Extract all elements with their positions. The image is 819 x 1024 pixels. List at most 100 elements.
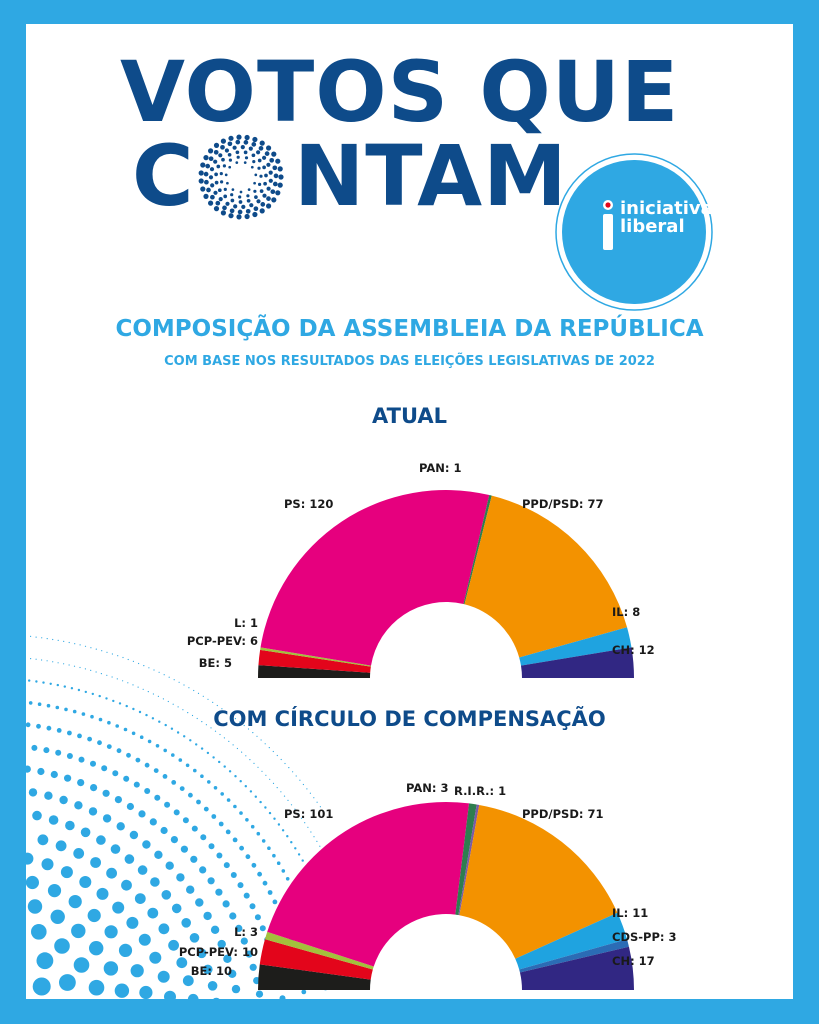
decor-dot	[277, 823, 281, 826]
decor-dot	[158, 720, 161, 723]
o-dot	[219, 172, 223, 176]
decor-dot	[55, 749, 62, 756]
decor-dot	[106, 867, 117, 879]
slice-label: IL: 11	[612, 906, 648, 920]
decor-dot	[96, 835, 106, 845]
o-dot	[268, 178, 273, 183]
decor-dot	[73, 848, 85, 859]
decor-dot	[205, 724, 207, 726]
decor-dot	[77, 688, 81, 692]
decor-dot	[172, 703, 174, 705]
o-dot	[228, 158, 232, 162]
decor-dot	[170, 727, 174, 730]
decor-dot	[35, 636, 37, 638]
decor-dot	[253, 762, 255, 765]
slice-il	[519, 627, 632, 666]
decor-dot	[162, 698, 164, 700]
decor-dot	[256, 735, 258, 737]
decor-dot	[122, 656, 124, 659]
decor-dot	[257, 871, 262, 877]
decor-dot	[240, 937, 248, 945]
decor-dot	[132, 660, 134, 663]
decor-dot	[234, 775, 237, 778]
o-dot	[258, 182, 262, 186]
decor-dot	[259, 925, 266, 932]
decor-dot	[90, 857, 101, 868]
decor-dot	[79, 644, 81, 646]
decor-dot	[294, 808, 296, 810]
decor-dot	[189, 739, 192, 742]
decor-dot	[215, 888, 223, 896]
decor-dot	[46, 703, 51, 708]
decor-dot	[307, 826, 309, 828]
o-dot	[220, 180, 224, 184]
decor-dot	[243, 892, 250, 899]
decor-dot	[319, 845, 321, 847]
decor-dot	[251, 862, 257, 868]
slice-il	[515, 912, 628, 970]
poster-frame: VOTOS QUE C NTAM iniciativa liberal COMP…	[26, 24, 793, 999]
decor-dot	[222, 900, 230, 908]
decor-dot	[300, 817, 303, 819]
o-dot	[253, 189, 257, 193]
decor-dot	[297, 813, 299, 815]
decor-dot	[280, 758, 282, 761]
decor-dot	[91, 692, 95, 696]
decor-dot	[193, 689, 195, 692]
decor-dot	[47, 884, 62, 898]
decor-dot	[158, 671, 160, 673]
o-dot	[272, 165, 278, 171]
logo-text: iniciativa liberal	[620, 200, 740, 236]
o-dot	[254, 195, 258, 199]
decor-dot	[216, 852, 223, 859]
o-dot	[273, 173, 279, 179]
decor-dot	[210, 727, 212, 729]
decor-dot	[114, 796, 122, 804]
decor-dot	[37, 702, 42, 706]
decor-dot	[202, 695, 204, 697]
o-dot	[277, 182, 283, 188]
decor-dot	[223, 765, 226, 768]
decor-dot	[178, 681, 180, 683]
o-dot	[217, 188, 222, 193]
o-dot	[275, 190, 281, 196]
decor-dot	[55, 705, 60, 710]
o-dot	[200, 162, 206, 168]
decor-dot	[63, 685, 66, 688]
decor-dot	[249, 963, 257, 971]
decor-dot	[130, 964, 144, 978]
decor-dot	[90, 760, 96, 767]
decor-dot	[115, 724, 119, 728]
decor-dot	[285, 877, 290, 881]
decor-dot	[44, 791, 53, 800]
decor-dot	[48, 815, 59, 825]
decor-dot	[121, 879, 132, 891]
decor-dot	[197, 692, 200, 695]
decor-dot	[225, 711, 227, 713]
decor-dot	[98, 694, 101, 698]
o-dot	[224, 148, 229, 153]
decor-dot	[316, 801, 318, 803]
o-dot	[262, 165, 266, 170]
slice-label: BE: 5	[199, 656, 232, 670]
o-dot	[264, 173, 268, 178]
o-dot	[245, 208, 251, 214]
decor-dot	[77, 733, 82, 739]
decor-dot	[164, 990, 176, 999]
decor-dot	[26, 722, 31, 728]
decor-dot	[56, 683, 59, 687]
decor-dot	[66, 753, 73, 759]
decor-dot	[117, 655, 119, 657]
decor-dot	[262, 880, 268, 886]
slice-label: CH: 17	[612, 954, 655, 968]
decor-dot	[167, 700, 169, 703]
o-dot	[238, 200, 243, 204]
decor-dot	[252, 732, 254, 734]
decor-dot	[186, 885, 195, 894]
decor-dot	[309, 792, 311, 794]
o-dot	[244, 156, 249, 160]
decor-dot	[180, 845, 188, 853]
decor-dot	[32, 810, 42, 821]
slice-pan	[455, 803, 477, 916]
decor-dot	[111, 676, 113, 678]
